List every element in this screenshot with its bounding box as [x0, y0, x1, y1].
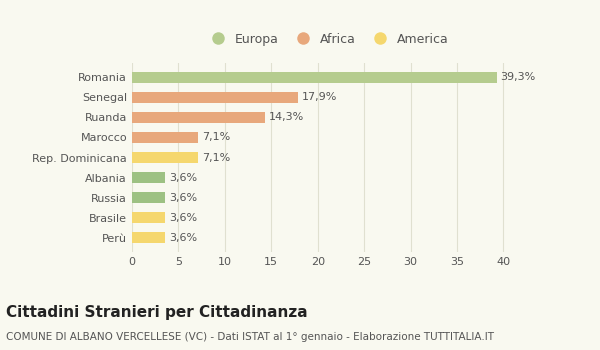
- Bar: [132, 112, 265, 123]
- Bar: [132, 132, 198, 143]
- Bar: [132, 192, 166, 203]
- Text: 39,3%: 39,3%: [500, 72, 536, 82]
- Text: 3,6%: 3,6%: [169, 233, 197, 243]
- Text: COMUNE DI ALBANO VERCELLESE (VC) - Dati ISTAT al 1° gennaio - Elaborazione TUTTI: COMUNE DI ALBANO VERCELLESE (VC) - Dati …: [6, 332, 494, 343]
- Text: 3,6%: 3,6%: [169, 213, 197, 223]
- Text: 17,9%: 17,9%: [302, 92, 337, 102]
- Bar: [132, 232, 166, 243]
- Bar: [132, 72, 497, 83]
- Text: Cittadini Stranieri per Cittadinanza: Cittadini Stranieri per Cittadinanza: [6, 304, 308, 320]
- Bar: [132, 212, 166, 223]
- Legend: Europa, Africa, America: Europa, Africa, America: [200, 28, 454, 51]
- Text: 3,6%: 3,6%: [169, 193, 197, 203]
- Text: 7,1%: 7,1%: [202, 153, 230, 162]
- Bar: [132, 152, 198, 163]
- Text: 7,1%: 7,1%: [202, 132, 230, 142]
- Text: 3,6%: 3,6%: [169, 173, 197, 183]
- Bar: [132, 92, 298, 103]
- Text: 14,3%: 14,3%: [269, 112, 304, 122]
- Bar: [132, 172, 166, 183]
